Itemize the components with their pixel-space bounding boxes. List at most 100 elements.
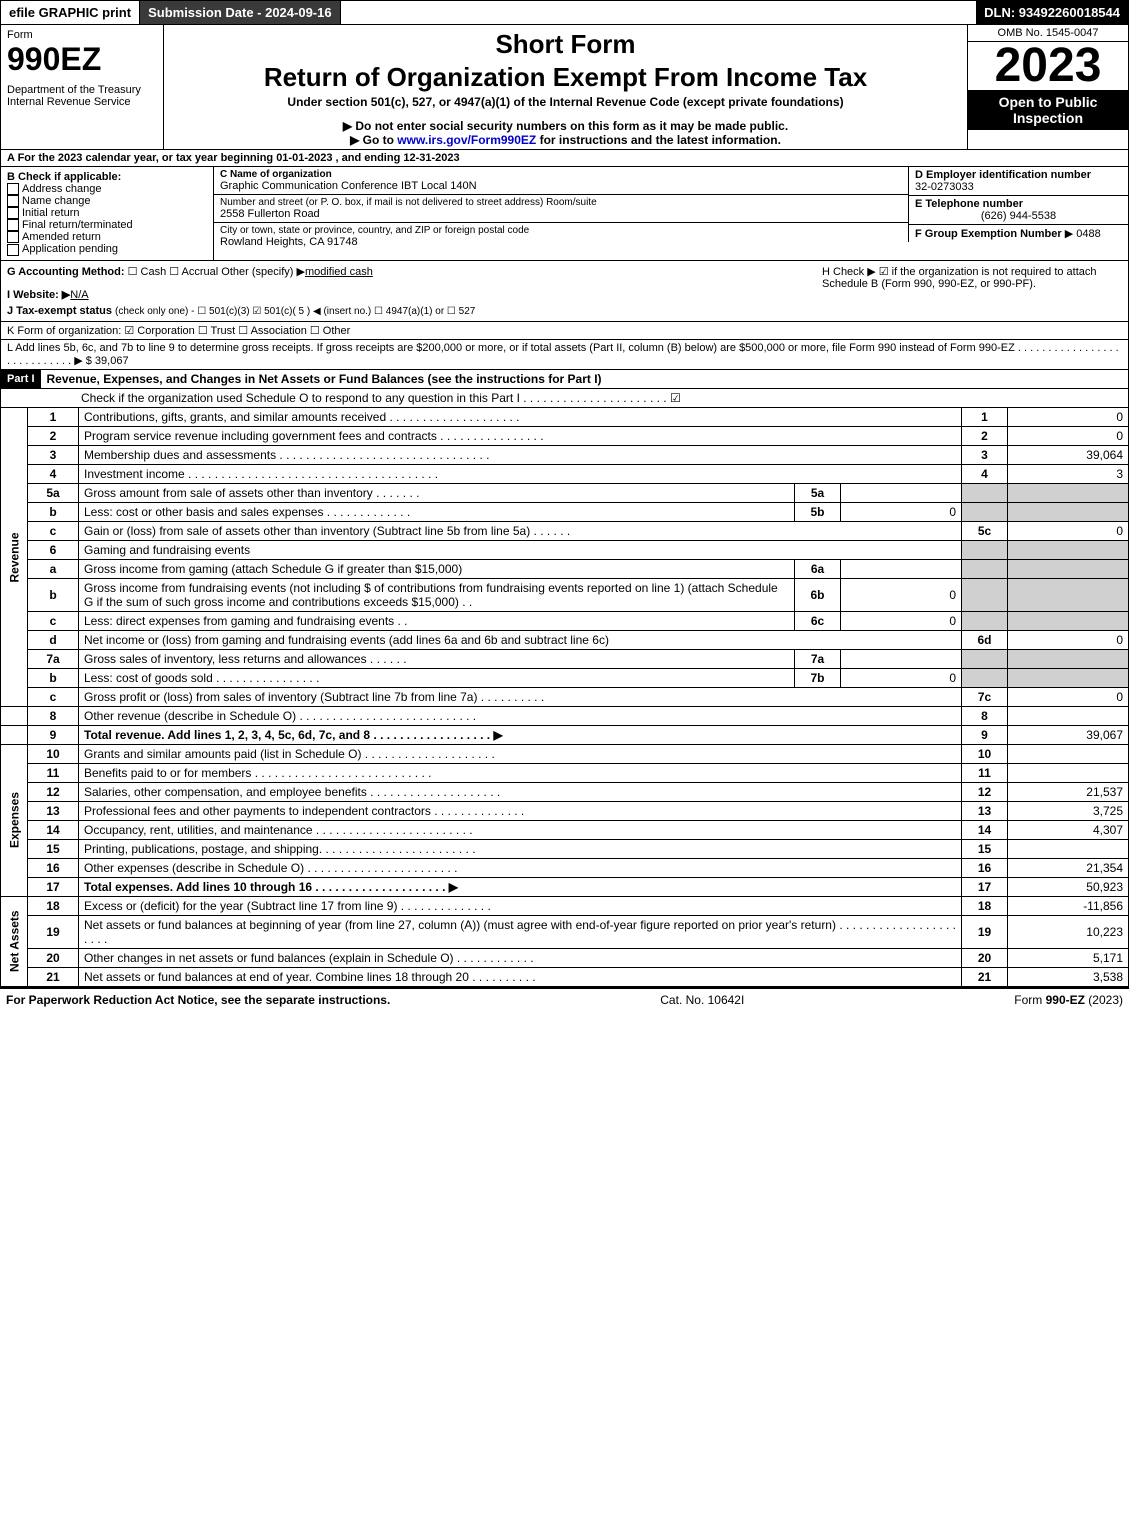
org-info-box: B Check if applicable: Address change Na… [0, 167, 1129, 261]
accounting-method: modified cash [305, 266, 373, 278]
expenses-label: Expenses [1, 744, 28, 896]
part1-check: Check if the organization used Schedule … [1, 389, 1128, 407]
line-6d-desc: Net income or (loss) from gaming and fun… [79, 630, 962, 649]
line-6d-val: 0 [1008, 630, 1129, 649]
line-21-val: 3,538 [1008, 967, 1129, 986]
line-8-desc: Other revenue (describe in Schedule O) .… [79, 706, 962, 725]
e-label: E Telephone number [915, 198, 1122, 210]
line-14-val: 4,307 [1008, 820, 1129, 839]
line-k: K Form of organization: ☑ Corporation ☐ … [0, 322, 1129, 340]
line-5c-desc: Gain or (loss) from sale of assets other… [79, 521, 962, 540]
dept-treasury: Department of the Treasury [7, 84, 157, 96]
line-13-desc: Professional fees and other payments to … [79, 801, 962, 820]
part1-title: Revenue, Expenses, and Changes in Net As… [41, 370, 1128, 388]
line-13-val: 3,725 [1008, 801, 1129, 820]
line-7c-desc: Gross profit or (loss) from sales of inv… [79, 687, 962, 706]
short-form-title: Short Form [168, 29, 963, 60]
g-options: ☐ Cash ☐ Accrual Other (specify) ▶ [128, 266, 305, 278]
line-6a-desc: Gross income from gaming (attach Schedul… [79, 559, 795, 578]
line-19-desc: Net assets or fund balances at beginning… [79, 915, 962, 948]
chk-pending: Application pending [7, 243, 207, 255]
section-c: C Name of organizationGraphic Communicat… [214, 167, 908, 260]
line-4-val: 3 [1008, 464, 1129, 483]
line-17-desc: Total expenses. Add lines 10 through 16 … [79, 877, 962, 896]
form-word: Form [7, 29, 157, 41]
line-6b-desc: Gross income from fundraising events (no… [79, 578, 795, 611]
ssn-warning: ▶ Do not enter social security numbers o… [168, 119, 963, 133]
c-label: C Name of organization [220, 169, 902, 180]
section-g-h: G Accounting Method: ☐ Cash ☐ Accrual Ot… [0, 261, 1129, 322]
b-header: B Check if applicable: [7, 171, 207, 183]
phone-value: (626) 944-5538 [915, 210, 1122, 222]
line-3-desc: Membership dues and assessments . . . . … [79, 445, 962, 464]
line-12-val: 21,537 [1008, 782, 1129, 801]
main-title: Return of Organization Exempt From Incom… [168, 62, 963, 93]
street-address: 2558 Fullerton Road [220, 208, 902, 220]
line-5c-val: 0 [1008, 521, 1129, 540]
tax-year: 2023 [968, 42, 1128, 90]
right-info: D Employer identification number32-02730… [908, 167, 1128, 260]
line-5a-desc: Gross amount from sale of assets other t… [79, 483, 795, 502]
line-18-desc: Excess or (deficit) for the year (Subtra… [79, 896, 962, 915]
line-9-val: 39,067 [1008, 725, 1129, 744]
chk-initial: Initial return [7, 207, 207, 219]
line-19-val: 10,223 [1008, 915, 1129, 948]
website-value: N/A [70, 289, 388, 301]
i-label: I Website: ▶ [7, 289, 70, 301]
line-6-desc: Gaming and fundraising events [79, 540, 962, 559]
j-text: (check only one) - ☐ 501(c)(3) ☑ 501(c)(… [115, 306, 475, 317]
line-15-desc: Printing, publications, postage, and shi… [79, 839, 962, 858]
efile-label[interactable]: efile GRAPHIC print [1, 1, 140, 24]
part1-check-row: Check if the organization used Schedule … [0, 389, 1129, 408]
line-18-val: -11,856 [1008, 896, 1129, 915]
form-ref: Form 990-EZ (2023) [1014, 993, 1123, 1007]
line-20-desc: Other changes in net assets or fund bala… [79, 948, 962, 967]
f-label: F Group Exemption Number [915, 228, 1062, 240]
chk-final: Final return/terminated [7, 219, 207, 231]
j-label: J Tax-exempt status [7, 305, 112, 317]
form-number: 990EZ [7, 41, 157, 78]
line-5b-desc: Less: cost or other basis and sales expe… [79, 502, 795, 521]
line-11-desc: Benefits paid to or for members . . . . … [79, 763, 962, 782]
city-label: City or town, state or province, country… [220, 225, 902, 236]
line-21-desc: Net assets or fund balances at end of ye… [79, 967, 962, 986]
line-3-val: 39,064 [1008, 445, 1129, 464]
top-bar: efile GRAPHIC print Submission Date - 20… [0, 0, 1129, 25]
g-label: G Accounting Method: [7, 266, 125, 278]
chk-name: Name change [7, 195, 207, 207]
dln-label: DLN: 93492260018544 [976, 1, 1128, 24]
line-10-desc: Grants and similar amounts paid (list in… [79, 744, 962, 763]
page-footer: For Paperwork Reduction Act Notice, see … [0, 987, 1129, 1011]
line-6c-desc: Less: direct expenses from gaming and fu… [79, 611, 795, 630]
submission-date: Submission Date - 2024-09-16 [140, 1, 341, 24]
line-1-desc: Contributions, gifts, grants, and simila… [79, 408, 962, 427]
under-section: Under section 501(c), 527, or 4947(a)(1)… [168, 95, 963, 109]
line-12-desc: Salaries, other compensation, and employ… [79, 782, 962, 801]
revenue-label: Revenue [1, 408, 28, 707]
line-2-desc: Program service revenue including govern… [79, 426, 962, 445]
line-1-val: 0 [1008, 408, 1129, 427]
irs-url-link: www.irs.gov/Form990EZ [397, 133, 536, 147]
group-exemption: ▶ 0488 [1065, 228, 1101, 240]
part1-badge: Part I [1, 370, 41, 388]
catalog-number: Cat. No. 10642I [660, 993, 744, 1007]
line-7b-desc: Less: cost of goods sold . . . . . . . .… [79, 668, 795, 687]
line-2-val: 0 [1008, 426, 1129, 445]
revenue-table: Revenue 1Contributions, gifts, grants, a… [0, 408, 1129, 987]
line-16-desc: Other expenses (describe in Schedule O) … [79, 858, 962, 877]
line-14-desc: Occupancy, rent, utilities, and maintena… [79, 820, 962, 839]
city-state-zip: Rowland Heights, CA 91748 [220, 236, 902, 248]
line-16-val: 21,354 [1008, 858, 1129, 877]
chk-address: Address change [7, 183, 207, 195]
ein-value: 32-0273033 [915, 181, 1122, 193]
net-assets-label: Net Assets [1, 896, 28, 986]
irs-label: Internal Revenue Service [7, 96, 157, 108]
line-20-val: 5,171 [1008, 948, 1129, 967]
section-b: B Check if applicable: Address change Na… [1, 167, 214, 260]
chk-amended: Amended return [7, 231, 207, 243]
addr-label: Number and street (or P. O. box, if mail… [220, 197, 902, 208]
part1-header-row: Part I Revenue, Expenses, and Changes in… [0, 370, 1129, 389]
line-8-val [1008, 706, 1129, 725]
goto-link[interactable]: ▶ Go to www.irs.gov/Form990EZ for instru… [168, 133, 963, 147]
line-l: L Add lines 5b, 6c, and 7b to line 9 to … [0, 340, 1129, 370]
